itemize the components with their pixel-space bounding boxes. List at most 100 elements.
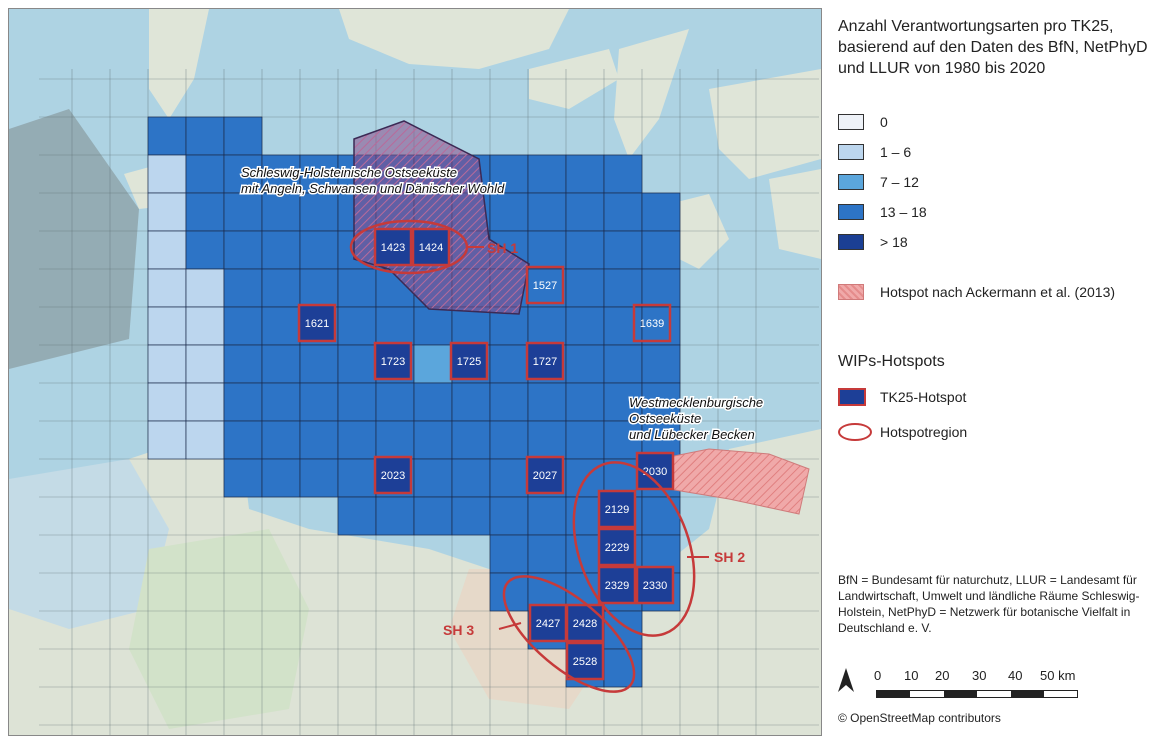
tk25-hotspot-1424: 1424 [411,227,451,267]
hotspot-label: 1621 [305,318,329,330]
legend-hotspotregion: Hotspotregion [838,422,967,442]
legend-ackermann: Hotspot nach Ackermann et al. (2013) [838,282,1115,302]
scale-label-40: 40 [1008,668,1023,683]
hotspot-label: 2023 [381,470,405,482]
tk25-cell [147,116,187,156]
tk25-cell [413,306,453,346]
tk25-cell [185,268,225,308]
tk25-cell [223,268,263,308]
tk25-cell [451,382,491,422]
tk25-cell [147,306,187,346]
legend-title: Anzahl Verantwortungsarten pro TK25, bas… [838,18,1148,77]
tk25-cell [565,496,605,536]
tk25-cell [603,420,643,460]
legend-swatch-0 [838,114,864,130]
tk25-cell [565,382,605,422]
tk25-cell [299,192,339,232]
hotspot-box [565,603,605,643]
tk25-cell [527,230,567,270]
tk25-cell [603,382,643,422]
tk25-hotspot-2528: 2528 [565,641,605,681]
tk25-cell [185,230,225,270]
tk25-cell [641,268,681,308]
scale-label-20: 20 [935,668,950,683]
hotspot-label: 1424 [419,242,443,254]
tk25-cell [337,306,377,346]
legend-class-1: 1 – 6 [838,142,911,162]
region-label-west-1: Westmecklenburgische [629,395,763,410]
tk25-cell [185,306,225,346]
tk25-cell [451,458,491,498]
legend-class-label: 13 – 18 [880,204,927,220]
scale-label-0: 0 [874,668,882,683]
scale-bar: 0 10 20 30 40 50 km [838,668,1138,718]
legend-class-4: > 18 [838,232,908,252]
tk25-hotspot-2023: 2023 [373,455,413,495]
tk25-cell [185,116,225,156]
ackermann-label: Hotspot nach Ackermann et al. (2013) [880,284,1116,300]
tk25-cell [565,154,605,194]
tk25-cell [147,230,187,270]
tk25-cell [185,154,225,194]
tk25-cell [299,458,339,498]
tk25-cell [603,230,643,270]
tk25-cell [223,420,263,460]
hotspot-label: 2329 [605,580,629,592]
tk25-cell [413,420,453,460]
hotspot-label: 1727 [533,356,557,368]
tk25-cell [261,458,301,498]
tk25-cell [565,306,605,346]
attribution: © OpenStreetMap contributors [838,711,1001,725]
tk25-cell [185,382,225,422]
tk25-cell [527,534,567,574]
tk25-cell [337,420,377,460]
tk25-cell [603,268,643,308]
tk25-hotspot-2330: 2330 [635,565,675,605]
hotspot-box [525,341,565,381]
hotspot-label: 2229 [605,542,629,554]
tk25-cell [375,420,415,460]
legend-class-label: 7 – 12 [880,174,919,190]
hotspotregion-swatch [838,423,872,441]
tk25-cell [147,154,187,194]
hotspot-label: 1527 [533,280,557,292]
hotspot-label: 1423 [381,242,405,254]
tk25-cell [299,420,339,460]
tk25-cell [489,192,529,232]
tk25-cell [261,344,301,384]
hotspot-region-sh3 [502,575,636,693]
hotspot-label: 2427 [536,618,560,630]
tk25-hotspot-1621: 1621 [297,303,337,343]
tk25-cell [527,268,567,308]
hotspot-label: 1639 [640,318,664,330]
tk25-hotspot-2229: 2229 [597,527,637,567]
legend-class-0: 0 [838,112,888,132]
legend-class-label: 1 – 6 [880,144,912,160]
tk25-cell [299,154,339,194]
hotspot-box [411,227,451,267]
tk25-cell [413,382,453,422]
hotspot-box [373,341,413,381]
tk25-cell [565,344,605,384]
tk25-cell [185,420,225,460]
scale-label-50: 50 km [1040,668,1076,683]
tk25-cell [223,116,263,156]
tk25-cell [261,420,301,460]
hotspot-region-label: SH 1 [487,240,518,256]
tk25-cell [603,344,643,384]
tk25-cell [565,192,605,232]
tk25-cell [337,496,377,536]
legend-class-3: 13 – 18 [838,202,927,222]
hotspot-label: 1723 [381,356,405,368]
wips-title: WIPs-Hotspots [838,353,945,370]
map-panel: 1423 1424 1527 1621 1639 1723 1725 1727 2023 2027… [8,8,822,736]
tk25-cell [565,230,605,270]
legend-swatch-2 [838,174,864,190]
tk25-hotspot-swatch [838,388,866,406]
tk25-cell [603,154,643,194]
tk25-cell [261,192,301,232]
tk25-cell [489,154,529,194]
tk25-cell [261,306,301,346]
